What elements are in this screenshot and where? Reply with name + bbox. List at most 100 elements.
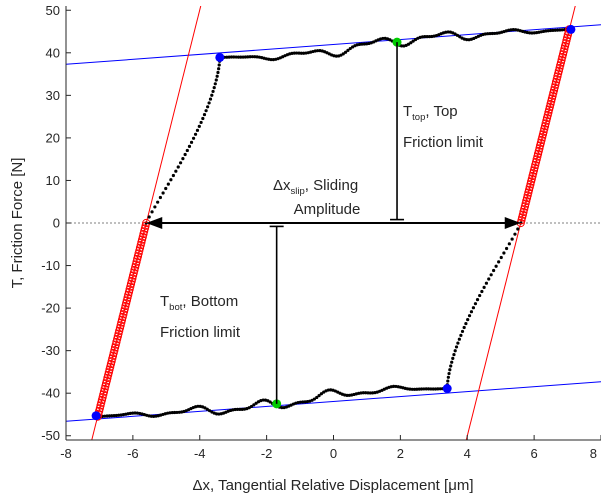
friction-limit-line-1	[66, 381, 601, 422]
loop-point	[207, 409, 212, 413]
x-tick-label: 4	[464, 446, 471, 461]
loop-point	[504, 246, 509, 251]
t-bot-sub: bot	[169, 302, 183, 313]
loop-point	[269, 57, 273, 62]
loop-point	[173, 410, 177, 415]
loop-point	[112, 414, 116, 418]
loop-point	[174, 169, 178, 173]
loop-point	[210, 93, 214, 97]
loop-point	[110, 414, 114, 418]
loop-point	[409, 41, 413, 45]
loop-point	[152, 414, 156, 418]
loop-point	[322, 390, 326, 394]
loop-point	[202, 112, 207, 117]
loop-point	[490, 31, 494, 36]
loop-point	[381, 36, 385, 41]
loop-point	[105, 414, 109, 418]
loop-point	[197, 124, 201, 128]
loop-point	[161, 191, 165, 195]
loop-point	[510, 237, 514, 241]
loop-point	[502, 251, 506, 255]
t-bot-main: T	[160, 293, 169, 310]
y-tick-label: -20	[41, 301, 60, 316]
loop-point	[513, 232, 517, 236]
loop-point	[558, 28, 562, 32]
loop-point	[560, 28, 564, 32]
loop-point	[482, 285, 486, 289]
loop-point	[492, 268, 496, 273]
slip-arrow-head-left	[146, 217, 163, 229]
loop-point	[232, 55, 236, 59]
loop-point	[201, 116, 205, 121]
loop-point	[205, 407, 209, 411]
loop-point	[305, 400, 310, 404]
loop-point	[204, 109, 208, 113]
loop-point	[214, 78, 218, 82]
loop-point	[193, 132, 198, 136]
loop-point	[211, 89, 215, 94]
loop-point	[454, 345, 459, 349]
loop-point	[408, 387, 412, 391]
loop-point	[516, 227, 520, 231]
loop-point	[497, 260, 501, 264]
loop-point	[462, 325, 466, 330]
loop-point	[553, 28, 557, 32]
loop-point	[185, 148, 189, 153]
loop-point	[364, 391, 368, 395]
x-tick-label: 0	[330, 446, 337, 461]
loop-point	[297, 51, 301, 55]
loop-point	[431, 387, 435, 391]
loop-point	[444, 30, 448, 34]
slip-label: Δxslip, Sliding	[273, 177, 358, 197]
loop-point	[212, 85, 216, 90]
loop-point	[213, 82, 217, 86]
loop-point	[493, 31, 497, 36]
loop-point	[240, 407, 244, 411]
loop-point	[114, 413, 119, 418]
hysteresis-loop	[91, 24, 576, 421]
loop-point	[438, 387, 442, 391]
loop-point	[489, 273, 493, 277]
loop-point	[295, 51, 299, 55]
loop-point	[456, 341, 460, 345]
loop-point	[189, 140, 194, 144]
loop-point	[195, 128, 200, 132]
loop-point	[253, 55, 257, 59]
slip-rest: , Sliding	[305, 177, 358, 194]
loop-point	[467, 314, 472, 318]
loop-point	[302, 51, 306, 55]
loop-point	[415, 387, 419, 391]
loop-point	[532, 31, 536, 35]
loop-point	[133, 411, 137, 415]
t-top-sub: top	[412, 112, 425, 123]
loop-point	[447, 371, 451, 376]
loop-point	[217, 412, 221, 416]
loop-point	[424, 387, 428, 391]
loop-point	[494, 264, 498, 268]
key-point-blue	[215, 52, 225, 62]
t-top-label-line2: Friction limit	[403, 134, 484, 151]
loop-point	[292, 51, 296, 55]
loop-point	[473, 302, 478, 306]
loop-point	[235, 407, 240, 411]
slip-main: Δx	[273, 177, 291, 194]
loop-point	[361, 391, 365, 395]
x-tick-label: 2	[397, 446, 404, 461]
loop-point	[484, 281, 489, 285]
y-tick-label: 20	[46, 130, 60, 145]
loop-point	[217, 67, 221, 71]
loop-point	[406, 42, 411, 46]
loop-point	[229, 55, 234, 59]
loop-point	[178, 161, 183, 165]
loop-point	[135, 411, 139, 415]
loop-point	[429, 387, 433, 391]
loop-point	[412, 387, 417, 391]
loop-point	[156, 200, 160, 204]
x-tick-label: -2	[261, 446, 273, 461]
loop-point	[234, 55, 238, 59]
y-tick-label: -30	[41, 343, 60, 358]
loop-point	[239, 55, 243, 59]
loop-point	[107, 414, 112, 418]
loop-point	[347, 393, 351, 397]
